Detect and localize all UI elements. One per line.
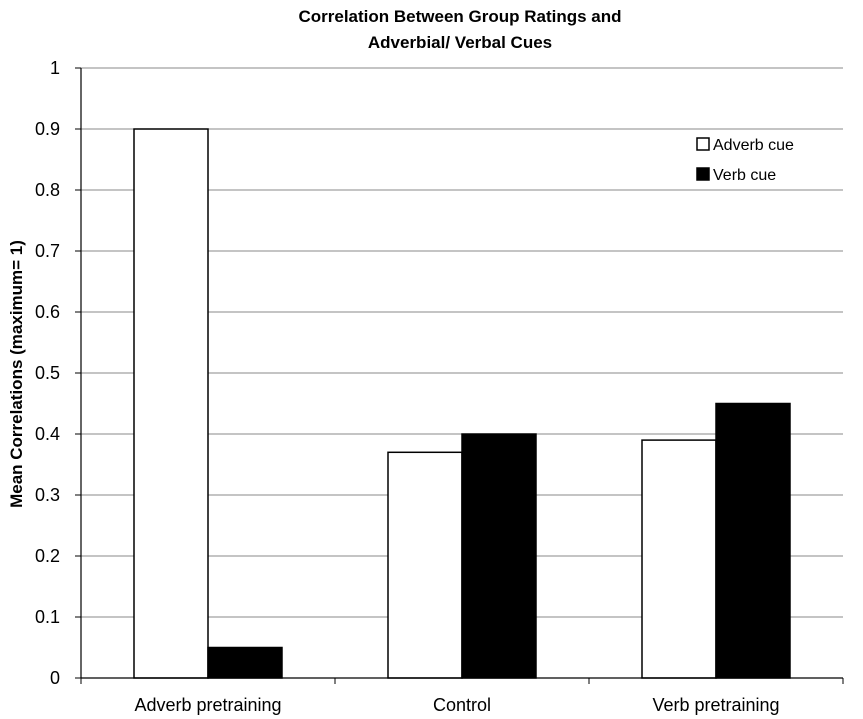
legend-swatch xyxy=(696,137,710,151)
x-tick-label: Control xyxy=(433,695,491,715)
y-tick-label: 0.6 xyxy=(35,302,60,322)
y-tick-label: 0 xyxy=(50,668,60,688)
bars xyxy=(133,128,791,679)
x-tick-label: Verb pretraining xyxy=(652,695,779,715)
y-tick-label: 0.4 xyxy=(35,424,60,444)
legend-swatch xyxy=(696,167,710,181)
chart-title: Correlation Between Group Ratings and Ad… xyxy=(298,7,621,52)
y-tick-label: 0.2 xyxy=(35,546,60,566)
bar-verb-cue xyxy=(207,646,283,679)
y-axis-label: Mean Correlations (maximum= 1) xyxy=(7,240,26,508)
y-tick-labels: 0 0.1 0.2 0.3 0.4 0.5 0.6 0.7 0.8 0.9 1 xyxy=(35,58,60,688)
chart-title-line-1: Correlation Between Group Ratings and xyxy=(298,7,621,26)
bar-adverb-cue xyxy=(641,439,717,679)
y-tick-label: 1 xyxy=(50,58,60,78)
y-tick-label: 0.1 xyxy=(35,607,60,627)
chart-title-line-2: Adverbial/ Verbal Cues xyxy=(368,33,552,52)
bar-adverb-cue xyxy=(133,128,209,679)
y-tick-label: 0.7 xyxy=(35,241,60,261)
x-tick-labels: Adverb pretraining Control Verb pretrainin… xyxy=(134,695,779,715)
y-tick-label: 0.3 xyxy=(35,485,60,505)
legend-label: Adverb cue xyxy=(713,137,794,154)
bar-verb-cue xyxy=(461,433,537,679)
legend: Adverb cue Verb cue xyxy=(696,137,794,184)
bar-adverb-cue xyxy=(387,451,463,679)
x-tick-label: Adverb pretraining xyxy=(134,695,281,715)
bar-verb-cue xyxy=(715,402,791,679)
axes xyxy=(80,68,844,684)
y-tick-label: 0.9 xyxy=(35,119,60,139)
legend-label: Verb cue xyxy=(713,167,776,184)
y-tick-label: 0.5 xyxy=(35,363,60,383)
y-tick-label: 0.8 xyxy=(35,180,60,200)
